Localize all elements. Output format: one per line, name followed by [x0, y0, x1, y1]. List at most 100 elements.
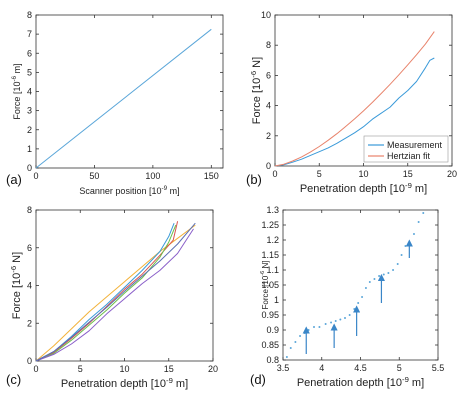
panel-label: (c): [6, 372, 21, 387]
x-axis-label: Penetration depth [10-9 m]: [61, 376, 188, 390]
y-tick-label: 0.8: [266, 355, 279, 365]
data-point: [404, 245, 407, 247]
data-point: [324, 323, 327, 325]
y-tick-label: 0: [266, 161, 271, 171]
y-tick-label: 4: [27, 87, 32, 97]
x-tick-label: 0: [272, 169, 277, 179]
data-point: [334, 320, 337, 322]
y-tick-label: 1.25: [261, 220, 279, 230]
x-tick-label: 15: [164, 364, 174, 374]
y-tick-label: 7: [27, 29, 32, 39]
y-tick-label: 0.95: [261, 310, 279, 320]
series-line-3: [35, 224, 177, 362]
x-tick-label: 20: [208, 364, 218, 374]
series-line-1: [35, 223, 175, 362]
panel-d: 3.5 4 4.5 5 5.5 0.8 0.85 0.9 0.95 1 1.05 1.1 1.15 1.2…: [250, 205, 444, 389]
series-line-2: [35, 221, 179, 362]
axes-frame: [35, 14, 224, 169]
legend-entry: Measurement: [387, 140, 443, 150]
data-point: [357, 302, 360, 304]
data-point: [422, 212, 425, 214]
x-tick-label: 4: [319, 363, 324, 373]
series-line-0: [274, 57, 435, 167]
x-axis-label: Penetration depth [10-9 m]: [297, 375, 424, 389]
x-tick-label: 10: [119, 364, 129, 374]
data-point: [392, 269, 395, 271]
data-point: [353, 308, 356, 310]
panel-label: (d): [250, 372, 266, 387]
x-tick-label: 5: [317, 169, 322, 179]
axes-frame: [35, 209, 214, 362]
x-tick-label: 150: [204, 171, 219, 181]
data-point: [285, 356, 288, 358]
x-tick-label: 5: [78, 364, 83, 374]
y-tick-label: 2: [27, 125, 32, 135]
x-tick-label: 20: [447, 169, 457, 179]
data-point: [396, 263, 399, 265]
y-tick-label: 8: [266, 40, 271, 50]
data-point: [307, 329, 310, 331]
series-line-0: [35, 224, 196, 362]
x-tick-label: 5: [397, 363, 402, 373]
y-tick-label: 1.3: [266, 205, 279, 215]
y-tick-label: 8: [27, 205, 32, 215]
data-point: [412, 233, 415, 235]
data-point: [299, 335, 302, 337]
x-tick-label: 15: [403, 169, 413, 179]
panel-label: (b): [246, 172, 262, 187]
y-tick-label: 1.2: [266, 235, 279, 245]
data-point: [417, 221, 420, 223]
y-tick-label: 4: [266, 101, 271, 111]
y-tick-label: 0.9: [266, 325, 279, 335]
y-tick-label: 1.1: [266, 265, 279, 275]
x-tick-label: 100: [145, 171, 160, 181]
x-axis-label: Penetration depth [10-9 m]: [300, 181, 427, 195]
y-tick-label: 1: [27, 144, 32, 154]
data-point: [378, 275, 381, 277]
data-point: [294, 341, 297, 343]
data-point: [318, 326, 321, 328]
x-tick-label: 50: [89, 171, 99, 181]
data-point: [344, 317, 346, 319]
series-line-0: [35, 28, 212, 169]
y-tick-label: 1.15: [261, 250, 279, 260]
panel-a: 0 50 100 150 0 1 2 3 4 5 6 7 8 Scanner position [10-9…: [6, 10, 224, 196]
y-tick-label: 4: [27, 281, 32, 291]
y-axis-label: Force [10-6 N]: [249, 57, 263, 124]
x-tick-label: 3.5: [277, 363, 290, 373]
panel-label: (a): [6, 172, 22, 187]
y-axis-label: Force [10-6 N]: [260, 260, 270, 309]
data-point: [400, 254, 403, 256]
data-point: [373, 278, 376, 280]
y-tick-label: 0: [27, 163, 32, 173]
series-line-4: [35, 228, 194, 362]
y-tick-label: 2: [266, 131, 271, 141]
y-tick-label: 6: [27, 243, 32, 253]
y-tick-label: 5: [27, 67, 32, 77]
panel-c: 0 5 10 15 20 0 2 4 6 8 Penetration depth [10-9 m] F…: [6, 205, 218, 390]
x-tick-label: 10: [358, 169, 368, 179]
x-tick-label: 5.5: [432, 363, 445, 373]
x-tick-label: 0: [33, 364, 38, 374]
x-tick-label: 4.5: [354, 363, 367, 373]
y-tick-label: 8: [27, 10, 32, 20]
series-line-5: [35, 222, 196, 362]
data-point: [303, 332, 306, 334]
series-line-1: [274, 31, 435, 167]
data-point: [364, 287, 367, 289]
data-point: [387, 272, 390, 274]
y-axis-label: Force [10-6 m]: [11, 63, 22, 119]
legend-box: [363, 135, 449, 163]
data-point: [330, 321, 333, 324]
y-tick-label: 3: [27, 106, 32, 116]
y-tick-label: 0.85: [261, 340, 279, 350]
panel-b: 0 5 10 15 20 0 2 4 6 8 10 Penetration depth [10-9 m…: [246, 10, 457, 195]
data-point: [361, 296, 364, 298]
y-tick-label: 6: [266, 70, 271, 80]
data-point: [368, 281, 371, 283]
data-point: [382, 273, 385, 276]
legend-entry: Hertzian fit: [387, 151, 431, 161]
data-point: [348, 314, 351, 316]
y-axis-label: Force [10-6 N]: [9, 252, 23, 319]
